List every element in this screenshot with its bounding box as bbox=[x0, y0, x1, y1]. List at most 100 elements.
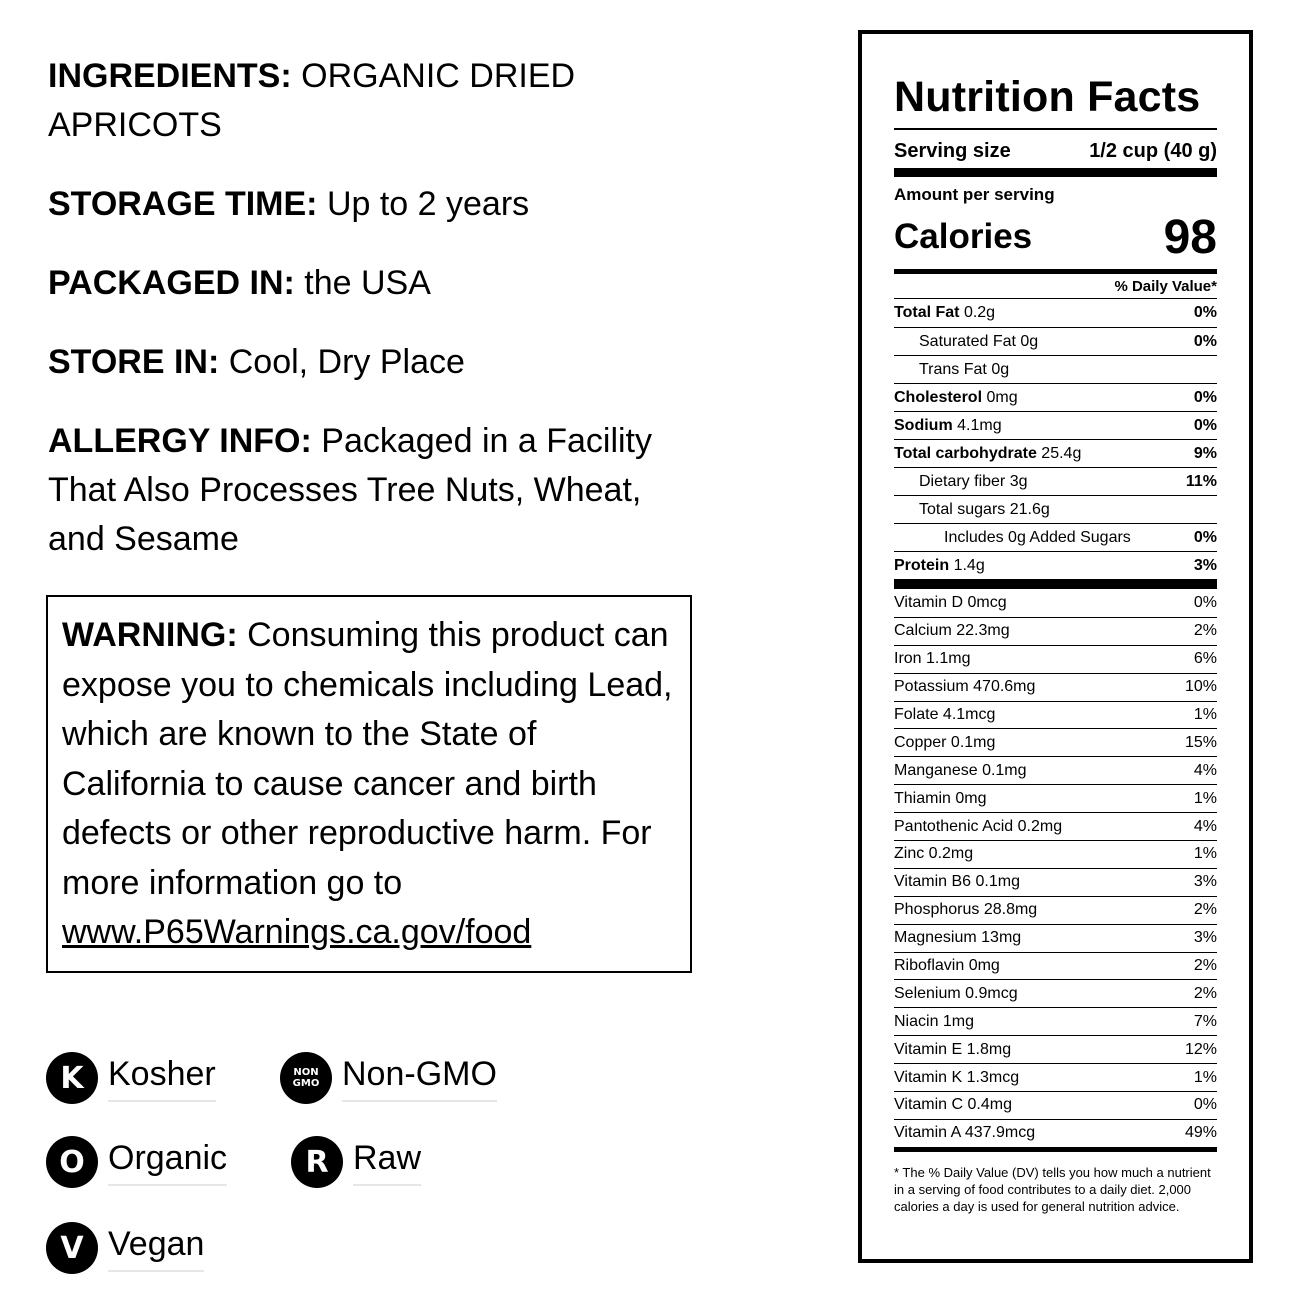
nutrient-row: Includes 0g Added Sugars 0% bbox=[894, 523, 1217, 551]
nutrient-name: Protein bbox=[894, 556, 950, 574]
calories-row: Calories 98 bbox=[894, 205, 1217, 269]
vitamin-name: Vitamin D 0mcg bbox=[894, 593, 1007, 611]
vitamin-row: Iron 1.1mg 6% bbox=[894, 644, 1217, 673]
nutrient-row: Dietary fiber 3g 11% bbox=[894, 467, 1217, 495]
nutrient-row: Total Fat 0.2g 0% bbox=[894, 299, 1217, 327]
allergy-value: Packaged in a Facility That Also Process… bbox=[48, 422, 653, 558]
vitamin-daily-value: 2% bbox=[1193, 901, 1217, 919]
vitamin-name: Zinc 0.2mg bbox=[894, 845, 974, 863]
nutrient-name: Trans Fat 0g bbox=[919, 360, 1010, 378]
vitamin-daily-value: 12% bbox=[1184, 1040, 1217, 1058]
vegan-icon: V bbox=[46, 1222, 98, 1274]
nutrient-row: Cholesterol 0mg 0% bbox=[894, 383, 1217, 411]
nutrient-daily-value: 0% bbox=[1193, 332, 1217, 350]
vitamin-daily-value: 1% bbox=[1193, 1068, 1217, 1086]
nutrient-daily-value: 0% bbox=[1193, 304, 1217, 321]
nutrient-label: Trans Fat 0g bbox=[894, 361, 1009, 379]
vitamin-name: Selenium 0.9mcg bbox=[894, 984, 1018, 1002]
badge-vegan: V Vegan bbox=[46, 1222, 205, 1274]
vitamin-row: Folate 4.1mcg 1% bbox=[894, 700, 1217, 729]
vitamin-name: Copper 0.1mg bbox=[894, 733, 996, 751]
vitamin-row: Vitamin K 1.3mcg 1% bbox=[894, 1063, 1217, 1091]
organic-icon: O bbox=[46, 1136, 98, 1188]
daily-value-footnote: * The % Daily Value (DV) tells you how m… bbox=[894, 1164, 1211, 1214]
nutrient-amount: 1.4g bbox=[953, 556, 985, 574]
store-in-label: STORE IN: bbox=[48, 343, 220, 381]
storage-time-value: Up to 2 years bbox=[326, 185, 530, 223]
vitamin-row: Vitamin C 0.4mg 0% bbox=[894, 1091, 1217, 1119]
vitamin-daily-value: 3% bbox=[1193, 873, 1217, 891]
serving-value: 1/2 cup (40 g) bbox=[1089, 139, 1217, 162]
divider bbox=[894, 168, 1217, 177]
nutrient-name: Includes 0g Added Sugars bbox=[944, 528, 1131, 546]
vitamin-name: Magnesium 13mg bbox=[894, 929, 1022, 947]
vitamin-row: Vitamin D 0mcg 0% bbox=[894, 589, 1217, 617]
vitamin-daily-value: 15% bbox=[1184, 733, 1217, 751]
certification-badges: K Kosher NON GMO Non-GMO O Organic R Raw … bbox=[46, 1052, 566, 1292]
badge-label: Raw bbox=[353, 1139, 422, 1186]
divider bbox=[894, 298, 1217, 299]
vitamin-daily-value: 49% bbox=[1184, 1124, 1217, 1142]
vitamin-daily-value: 1% bbox=[1193, 706, 1217, 723]
nutrient-amount: 0.2g bbox=[963, 304, 996, 321]
vitamin-row: Zinc 0.2mg 1% bbox=[894, 840, 1217, 868]
nutrient-daily-value: 11% bbox=[1185, 472, 1217, 490]
daily-value-header: % Daily Value* bbox=[1114, 278, 1217, 295]
vitamin-daily-value: 6% bbox=[1193, 650, 1217, 668]
nutrient-label: Includes 0g Added Sugars bbox=[894, 529, 1131, 547]
warning-link[interactable]: www.P65Warnings.ca.gov/food bbox=[62, 913, 532, 951]
vitamin-row: Magnesium 13mg 3% bbox=[894, 923, 1217, 952]
vitamin-name: Pantothenic Acid 0.2mg bbox=[894, 817, 1063, 835]
vitamin-row: Pantothenic Acid 0.2mg 4% bbox=[894, 812, 1217, 840]
vitamin-name: Thiamin 0mg bbox=[894, 789, 987, 807]
vitamin-daily-value: 10% bbox=[1184, 678, 1217, 696]
nutrient-daily-value: 0% bbox=[1193, 388, 1217, 406]
store-in-value: Cool, Dry Place bbox=[228, 343, 465, 381]
vitamin-name: Phosphorus 28.8mg bbox=[894, 901, 1038, 919]
vitamin-daily-value: 0% bbox=[1193, 1096, 1217, 1114]
serving-size-row: Serving size 1/2 cup (40 g) bbox=[894, 130, 1217, 168]
vitamin-name: Folate 4.1mcg bbox=[894, 706, 996, 723]
vitamin-row: Potassium 470.6mg 10% bbox=[894, 672, 1217, 701]
allergy-label: ALLERGY INFO: bbox=[48, 422, 312, 460]
vitamin-row: Thiamin 0mg 1% bbox=[894, 784, 1217, 812]
divider bbox=[894, 128, 1217, 130]
calories-label: Calories bbox=[894, 217, 1033, 256]
nutrient-label: Sodium 4.1mg bbox=[894, 417, 1002, 435]
nutrient-name: Total Fat bbox=[894, 304, 960, 321]
badge-raw: R Raw bbox=[291, 1136, 422, 1188]
vitamin-name: Potassium 470.6mg bbox=[894, 678, 1036, 696]
nutrient-name: Saturated Fat 0g bbox=[919, 332, 1039, 350]
calories-value: 98 bbox=[1163, 210, 1217, 264]
vitamin-row: Vitamin E 1.8mg 12% bbox=[894, 1035, 1217, 1063]
prop65-warning: WARNING: Consuming this product can expo… bbox=[46, 595, 692, 973]
vitamin-row: Calcium 22.3mg 2% bbox=[894, 616, 1217, 645]
vitamin-name: Manganese 0.1mg bbox=[894, 761, 1027, 779]
vitamin-name: Calcium 22.3mg bbox=[894, 622, 1010, 640]
nutrient-amount: 25.4g bbox=[1041, 444, 1082, 462]
nutrition-facts-label: Nutrition Facts Serving size 1/2 cup (40… bbox=[858, 30, 1253, 1263]
vitamin-row: Manganese 0.1mg 4% bbox=[894, 756, 1217, 784]
vitamin-name: Niacin 1mg bbox=[894, 1012, 975, 1030]
badge-non-gmo: NON GMO Non-GMO bbox=[280, 1052, 497, 1104]
nutrient-amount: 0mg bbox=[986, 388, 1018, 406]
divider bbox=[894, 269, 1217, 274]
badge-label: Non-GMO bbox=[342, 1055, 497, 1102]
nutrient-daily-value: 0% bbox=[1193, 528, 1217, 546]
vitamin-daily-value: 2% bbox=[1193, 984, 1217, 1002]
divider bbox=[894, 579, 1217, 589]
raw-icon: R bbox=[291, 1136, 343, 1188]
vitamin-daily-value: 3% bbox=[1193, 929, 1217, 947]
nutrient-daily-value: 3% bbox=[1193, 556, 1217, 574]
vitamin-row: Niacin 1mg 7% bbox=[894, 1007, 1217, 1035]
nutrient-label: Cholesterol 0mg bbox=[894, 389, 1018, 407]
product-info: INGREDIENTS: ORGANIC DRIED APRICOTS STOR… bbox=[48, 52, 698, 594]
nutrient-row: Sodium 4.1mg 0% bbox=[894, 411, 1217, 439]
vitamin-daily-value: 1% bbox=[1193, 789, 1217, 807]
vitamin-daily-value: 4% bbox=[1193, 761, 1217, 779]
amount-per-serving: Amount per serving bbox=[894, 185, 1055, 204]
nutrient-daily-value: 9% bbox=[1193, 444, 1217, 462]
nutrient-daily-value: 0% bbox=[1193, 416, 1217, 434]
nutrient-row: Trans Fat 0g bbox=[894, 355, 1217, 383]
vitamin-name: Vitamin A 437.9mcg bbox=[894, 1124, 1036, 1142]
